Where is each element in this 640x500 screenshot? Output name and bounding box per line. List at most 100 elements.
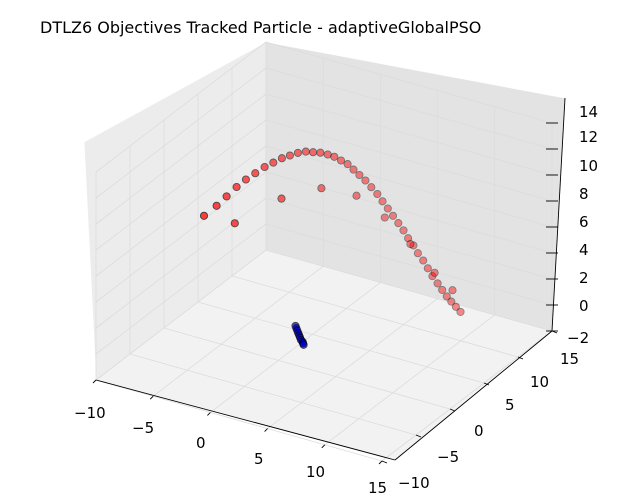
red-data-point	[230, 219, 239, 228]
red-data-point	[442, 292, 451, 301]
floor-grid-line	[231, 275, 519, 358]
floor-grid-line	[95, 379, 383, 462]
z-tick-label: 14	[579, 103, 598, 121]
red-data-point	[285, 151, 294, 160]
red-data-point	[423, 264, 432, 273]
red-data-point	[336, 156, 346, 165]
red-data-point	[413, 249, 422, 258]
red-data-point	[380, 213, 389, 222]
back-grid-line	[265, 93, 553, 176]
ticks	[92, 122, 558, 465]
z-tick-label: −2	[567, 329, 589, 347]
floor-grid-line	[129, 353, 417, 436]
grid-lines	[95, 41, 553, 462]
red-data-point	[404, 234, 413, 243]
floor-grid-line	[197, 301, 485, 384]
floor-grid-line	[267, 298, 438, 429]
red-data-point	[309, 148, 318, 157]
y-tick	[449, 408, 456, 412]
side-grid-line	[95, 145, 267, 277]
back-grid-line	[265, 145, 553, 228]
red-data-point	[212, 201, 221, 210]
red-data-point	[199, 211, 209, 220]
x-tick-label: 5	[254, 450, 264, 468]
back-grid-line	[265, 249, 553, 332]
red-data-point	[409, 241, 418, 250]
red-data-point	[301, 147, 310, 156]
red-data-point	[430, 268, 439, 277]
red-data-point	[352, 191, 361, 200]
red-data-point	[419, 256, 428, 265]
y-tick-label: 10	[530, 373, 549, 391]
red-data-point	[394, 219, 403, 228]
x-tick	[207, 412, 211, 416]
floor-grid-line	[152, 265, 324, 397]
side-grid-line	[95, 93, 267, 225]
back-grid-line	[265, 41, 553, 124]
red-data-point	[251, 169, 260, 178]
floor-grid-line	[163, 327, 451, 410]
z-tick-label: 0	[579, 297, 589, 315]
y-tick-label: 0	[474, 422, 484, 440]
red-data-point	[232, 182, 241, 192]
z-tick-label: 8	[579, 185, 589, 203]
red-data-point	[433, 279, 442, 288]
red-data-point	[378, 197, 387, 206]
y-tick-label: −5	[437, 448, 459, 466]
red-data-point	[367, 183, 376, 192]
red-data-point	[343, 160, 352, 169]
y-tick	[415, 434, 422, 438]
red-data-point	[316, 148, 325, 157]
red-data-point	[269, 158, 278, 167]
side-grid-line	[95, 223, 267, 355]
x-tick	[321, 444, 326, 449]
red-data-point	[383, 204, 392, 213]
red-data-point	[349, 165, 358, 174]
red-data-point	[260, 162, 269, 172]
red-data-point	[277, 154, 286, 163]
red-data-point	[222, 192, 231, 201]
z-tick-label: 12	[579, 128, 598, 146]
y-tick	[483, 382, 490, 386]
side-grid-line	[95, 171, 267, 303]
y-axis-line	[394, 330, 553, 461]
chart-title: DTLZ6 Objectives Tracked Particle - adap…	[40, 18, 482, 37]
y-tick-label: 15	[560, 350, 579, 368]
red-data-point	[448, 286, 457, 295]
side-grid-line	[95, 119, 267, 251]
red-data-point	[241, 175, 250, 184]
y-tick-label: −10	[398, 474, 430, 492]
x-tick-label: 15	[368, 479, 387, 497]
floor-grid-line	[381, 330, 553, 462]
floor-grid-line	[324, 314, 496, 446]
red-data-point	[293, 148, 302, 157]
back-grid-line	[265, 119, 553, 202]
red-data-point	[438, 285, 447, 294]
back-grid-line	[265, 171, 553, 254]
x-tick-label: −10	[74, 404, 106, 422]
x-tick	[264, 428, 268, 432]
floor-grid-line	[210, 282, 381, 413]
red-data-point	[399, 226, 408, 235]
z-tick-label: 2	[579, 269, 589, 287]
data-points	[199, 147, 465, 349]
red-data-point	[323, 150, 332, 159]
red-data-point	[330, 152, 339, 161]
back-grid-line	[265, 197, 553, 280]
x-tick	[92, 379, 97, 384]
back-grid-line	[265, 223, 553, 306]
red-data-point	[388, 211, 398, 220]
side-grid-line	[95, 67, 267, 199]
x-tick	[378, 460, 383, 465]
x-tick-label: 0	[196, 434, 206, 452]
side-grid-line	[95, 249, 267, 381]
red-data-point	[451, 302, 460, 311]
y-tick-label: 5	[505, 396, 515, 414]
blue-data-point	[299, 340, 308, 349]
red-data-point	[406, 239, 415, 249]
red-data-point	[456, 307, 465, 316]
x-axis-line	[95, 379, 396, 461]
y-tick	[517, 356, 524, 360]
red-data-point	[447, 297, 456, 306]
